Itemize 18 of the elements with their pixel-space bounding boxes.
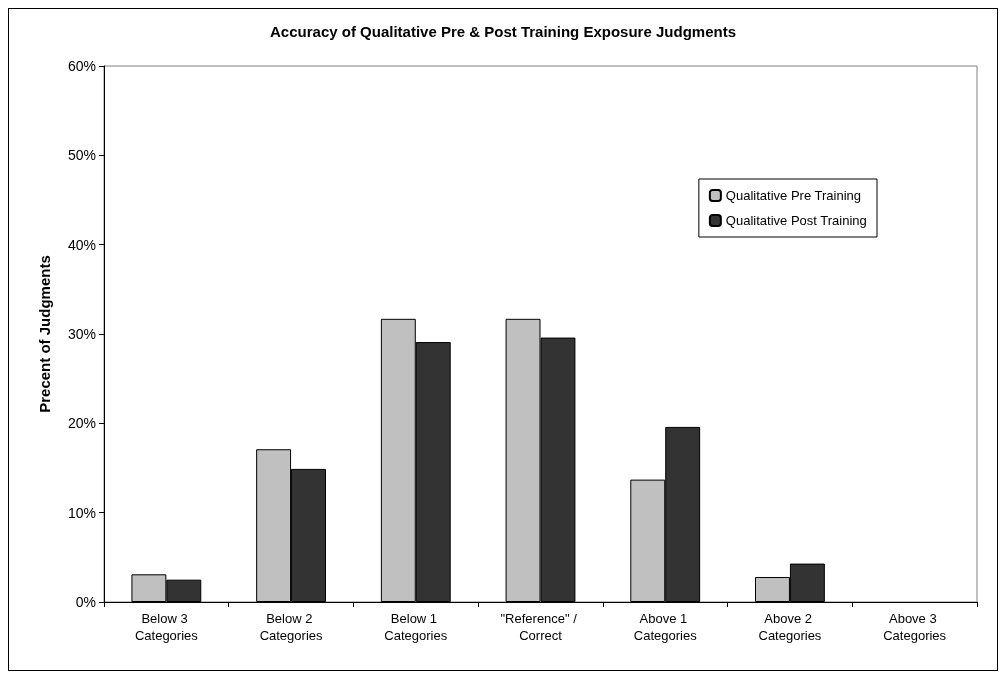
- x-tick-label: Above 1 Categories: [633, 611, 698, 643]
- x-tick-label: Below 3 Categories: [134, 611, 199, 643]
- chart-title: Accuracy of Qualitative Pre & Post Training Exposure Judgments: [270, 23, 736, 40]
- x-tick-label: Below 1 Categories: [384, 611, 448, 643]
- legend-label: Qualitative Post Training: [725, 213, 867, 228]
- x-tick-label: Above 2 Categories: [758, 611, 822, 643]
- y-tick-label: 50%: [67, 147, 96, 164]
- y-tick-label: 30%: [67, 326, 96, 342]
- y-axis-title: Precent of Judgments: [36, 255, 53, 413]
- y-tick-label: 10%: [67, 504, 96, 521]
- x-tick-label: Above 3 Categories: [883, 611, 947, 643]
- y-tick-label: 20%: [67, 415, 96, 432]
- x-tick-label: Below 2 Categories: [259, 611, 323, 643]
- x-tick-label: "Reference" / Correct: [500, 611, 581, 643]
- y-tick-label: 0%: [75, 594, 96, 610]
- y-tick-label: 60%: [67, 58, 96, 74]
- legend-label: Qualitative Pre Training: [725, 188, 861, 203]
- y-tick-label: 40%: [67, 236, 96, 253]
